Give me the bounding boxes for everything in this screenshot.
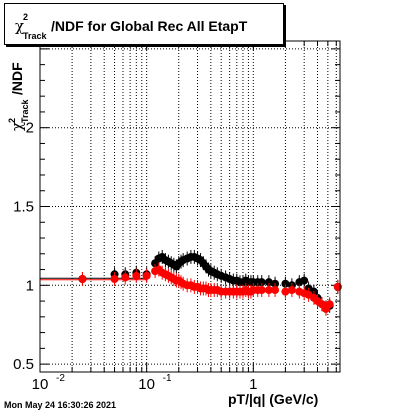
datestamp: Mon May 24 16:30:26 2021 [4,400,117,410]
data-point [271,286,280,295]
title-superscript: 2 [23,12,29,22]
data-point [325,300,334,309]
x-tick-exponent: -1 [163,373,172,384]
chart-title-box: χ 2 Track /NDF for Global Rec All EtapT [4,3,284,45]
data-point [110,275,119,284]
x-tick-label: 1 [249,376,257,393]
y-tick-label: 1 [26,277,34,294]
y-axis-subscript: Track [20,98,30,123]
y-axis-label: χ2 Track/NDF [7,62,30,131]
data-point [132,271,141,280]
data-point [142,271,151,280]
data-point [333,282,342,291]
y-axis-superscript: 2 [7,118,17,123]
data-point [78,275,87,284]
data-point [287,286,296,295]
x-tick-exponent: -2 [56,373,65,384]
data-point [281,279,290,288]
data-point [257,286,266,295]
y-tick-label: 2 [26,120,34,137]
data-point [264,278,273,287]
title-chi-symbol: χ [15,17,25,35]
chart-title: /NDF for Global Rec All EtapT [51,18,248,34]
y-tick-label: 0.5 [13,356,34,373]
y-axis-ndf: /NDF [9,62,25,95]
x-tick-label: 10 [32,376,49,393]
y-axis-chi-symbol: χ [8,122,26,131]
data-point [264,286,273,295]
data-point [281,287,290,296]
y-tick-label: 1.5 [13,199,34,216]
title-subscript: Track [23,31,47,41]
data-point [300,276,309,285]
x-tick-label: 10 [138,376,155,393]
data-point [121,273,130,282]
data-point [257,278,266,287]
x-axis-label: pT/|q| (GeV/c) [228,391,319,407]
